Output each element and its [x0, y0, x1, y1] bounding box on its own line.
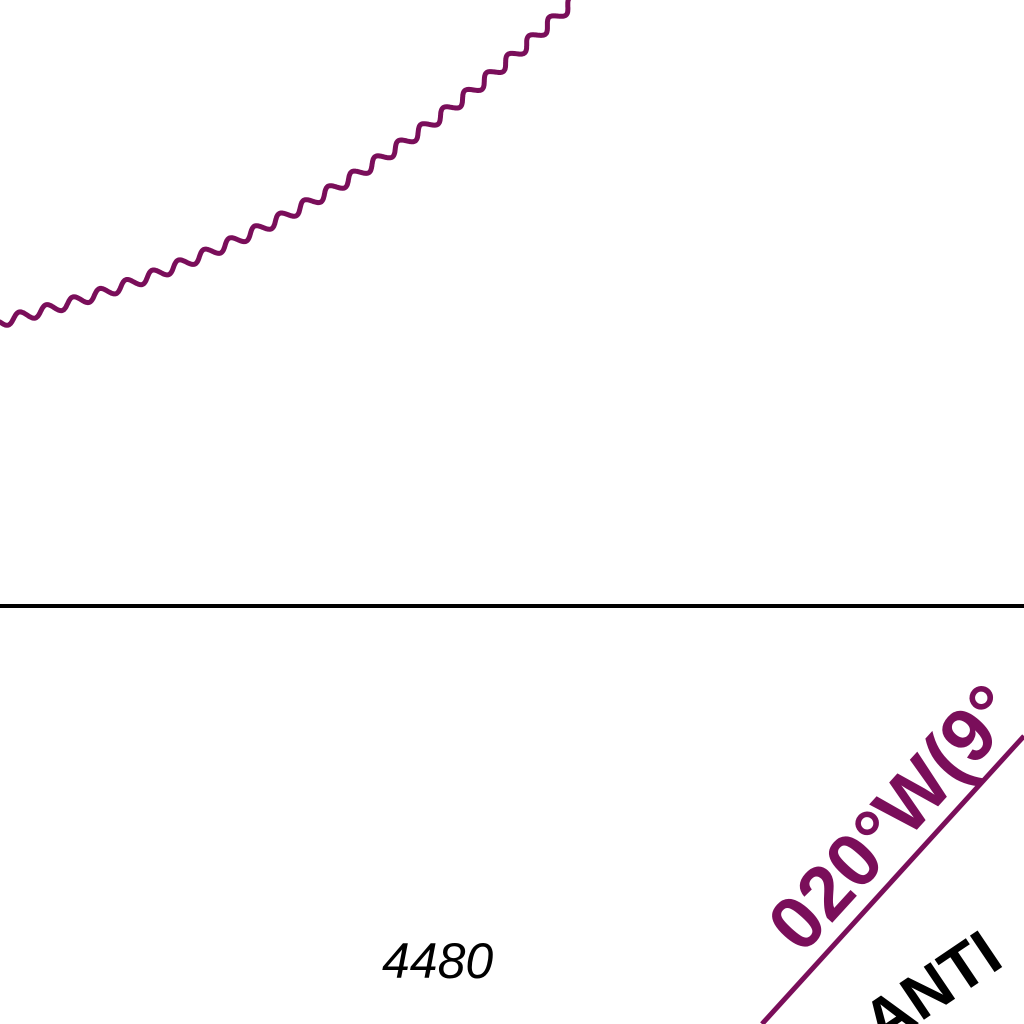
- route-bearing-label: 020°W(9°: [752, 668, 1024, 967]
- fir-name-label: ANTI: [850, 916, 1014, 1024]
- depth-sounding-label: 4480: [382, 933, 493, 989]
- wavy-limit-boundary: [0, 0, 572, 328]
- magenta-route-line: [760, 734, 1024, 1024]
